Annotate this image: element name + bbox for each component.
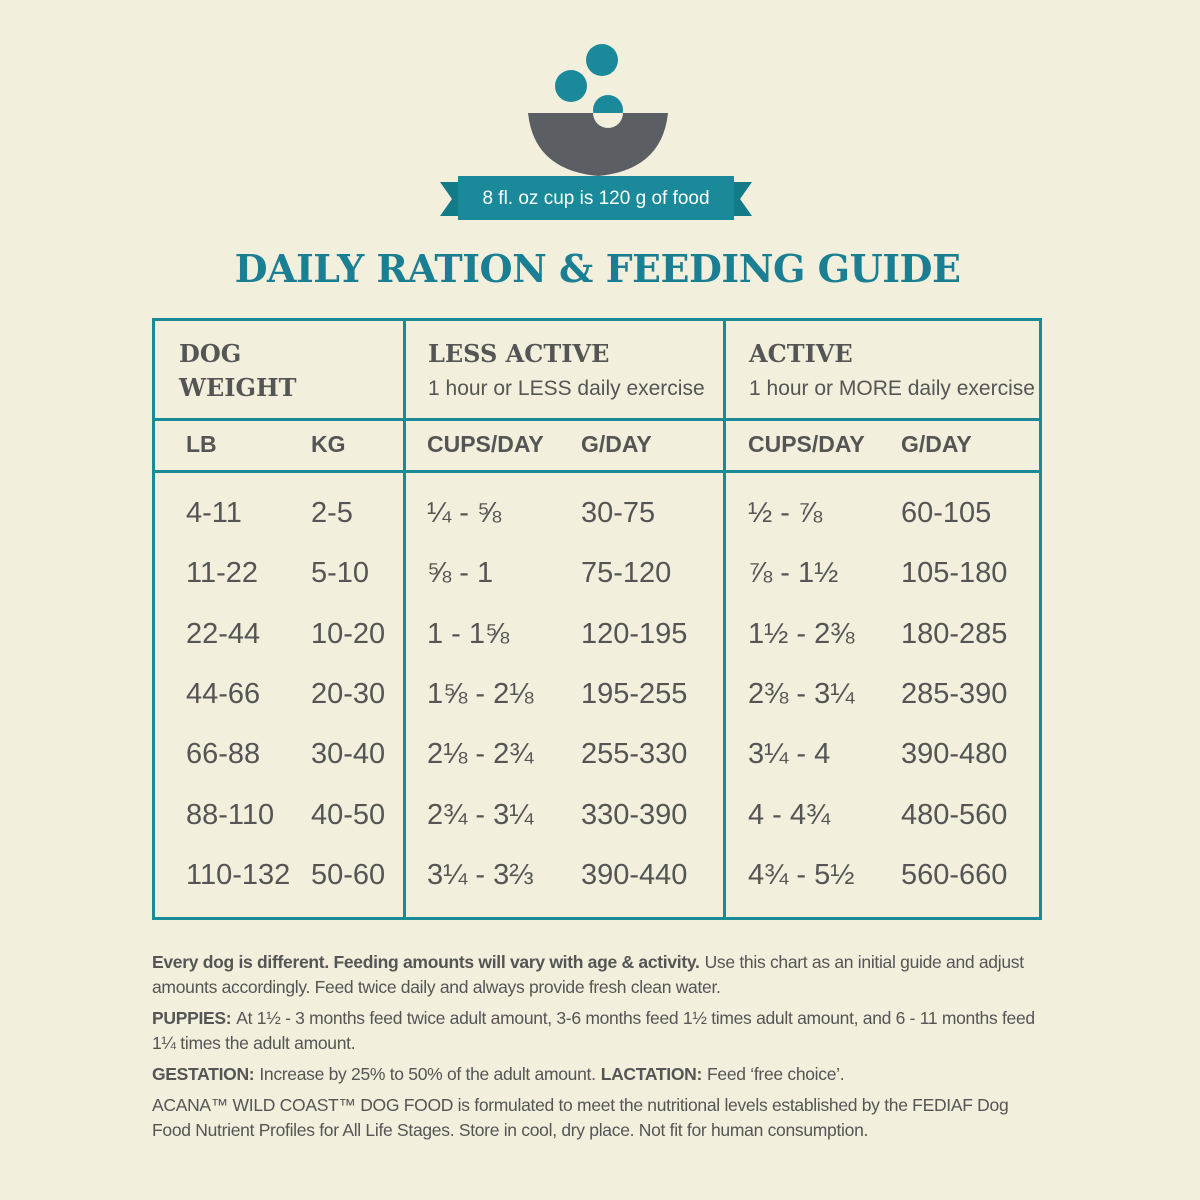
note-text: ACANA™ WILD COAST™ DOG FOOD is formulate… (152, 1095, 1009, 1140)
note-strong: PUPPIES: (152, 1008, 232, 1028)
table-cell: 255-330 (581, 738, 688, 771)
table-cell: 330-390 (581, 798, 688, 831)
table-cell: 4 - 4¾ (748, 798, 831, 831)
table-cell: 50-60 (311, 858, 386, 891)
table-cell: ½ - ⅞ (748, 497, 823, 529)
group-subtitle: 1 hour or LESS daily exercise (428, 377, 705, 400)
divider (155, 418, 1039, 421)
table-cell: 285-390 (901, 677, 1008, 710)
table-cell: 105-180 (901, 557, 1008, 590)
table-cell: 11-22 (186, 557, 259, 590)
note: GESTATION: Increase by 25% to 50% of the … (152, 1062, 1042, 1087)
group-title: ACTIVE (749, 339, 853, 368)
divider (723, 321, 726, 917)
table-cell: 1½ - 2⅜ (748, 617, 855, 650)
table-cell: 560-660 (901, 858, 1008, 891)
table-cell: 22-44 (186, 617, 261, 650)
note: Every dog is different. Feeding amounts … (152, 950, 1042, 1000)
column-header: G/DAY (901, 431, 972, 457)
table-cell: 44-66 (186, 677, 261, 710)
table-cell: ¼ - ⅝ (427, 497, 502, 529)
table-cell: 40-50 (311, 798, 386, 831)
note-strong: GESTATION: (152, 1064, 255, 1084)
table-cell: 60-105 (901, 497, 992, 529)
table-cell: 1 - 1⅝ (427, 617, 510, 650)
table-cell: 5-10 (311, 557, 370, 590)
column-header: G/DAY (581, 431, 652, 457)
table-cell: 180-285 (901, 617, 1008, 650)
note-strong: LACTATION: (600, 1064, 703, 1084)
note-text: At 1½ - 3 months feed twice adult amount… (152, 1008, 1035, 1053)
table-cell: 390-480 (901, 738, 1008, 771)
table-cell: ⅝ - 1 (427, 557, 494, 590)
note-strong: Every dog is different. Feeding amounts … (152, 952, 700, 972)
table-cell: 88-110 (186, 798, 275, 831)
column-header: CUPS/DAY (427, 431, 544, 457)
notes: Every dog is different. Feeding amounts … (152, 950, 1042, 1149)
table-cell: 110-132 (186, 858, 291, 891)
table-cell: 4¾ - 5½ (748, 858, 855, 891)
note-text: Use this chart as an initial guide and a… (152, 952, 1024, 997)
table-cell: ⅞ - 1½ (748, 557, 839, 590)
note: PUPPIES: At 1½ - 3 months feed twice adul… (152, 1006, 1042, 1056)
table-cell: 30-75 (581, 497, 656, 529)
note-text: Increase by 25% to 50% of the adult amou… (259, 1064, 596, 1084)
group-title: LESS ACTIVE (428, 339, 610, 368)
table-cell: 2-5 (311, 497, 353, 529)
note: ACANA™ WILD COAST™ DOG FOOD is formulate… (152, 1093, 1042, 1143)
table-cell: 75-120 (581, 557, 672, 590)
table-cell: 480-560 (901, 798, 1008, 831)
bowl-icon (440, 44, 752, 220)
divider (403, 321, 406, 917)
table-cell: 1⅝ - 2⅛ (427, 677, 534, 710)
table-cell: 4-11 (186, 497, 242, 529)
divider (155, 470, 1039, 473)
table-cell: 2¾ - 3¼ (427, 798, 534, 831)
table-cell: 66-88 (186, 738, 261, 771)
table-cell: 195-255 (581, 677, 688, 710)
table-cell: 3¼ - 4 (748, 738, 831, 771)
feeding-table: DOG WEIGHT LESS ACTIVE 1 hour or LESS dail… (152, 318, 1042, 920)
table-cell: 20-30 (311, 677, 386, 710)
column-header: LB (186, 431, 217, 457)
banner-text: 8 fl. oz cup is 120 g of food (482, 188, 710, 209)
table-cell: 3¼ - 3⅔ (427, 858, 534, 891)
note-text: Feed ‘free choice’. (707, 1064, 845, 1084)
table-cell: 30-40 (311, 738, 386, 771)
table-cell: 120-195 (581, 617, 688, 650)
column-header: KG (311, 431, 346, 457)
group-subtitle: 1 hour or MORE daily exercise (749, 377, 1035, 400)
table-cell: 2⅜ - 3¼ (748, 677, 855, 710)
table-cell: 2⅛ - 2¾ (427, 738, 534, 771)
column-header: CUPS/DAY (748, 431, 865, 457)
table-cell: 10-20 (311, 617, 386, 650)
table-cell: 390-440 (581, 858, 688, 891)
title: DAILY RATION & FEEDING GUIDE (234, 246, 961, 291)
group-title: DOG WEIGHT (179, 339, 297, 402)
